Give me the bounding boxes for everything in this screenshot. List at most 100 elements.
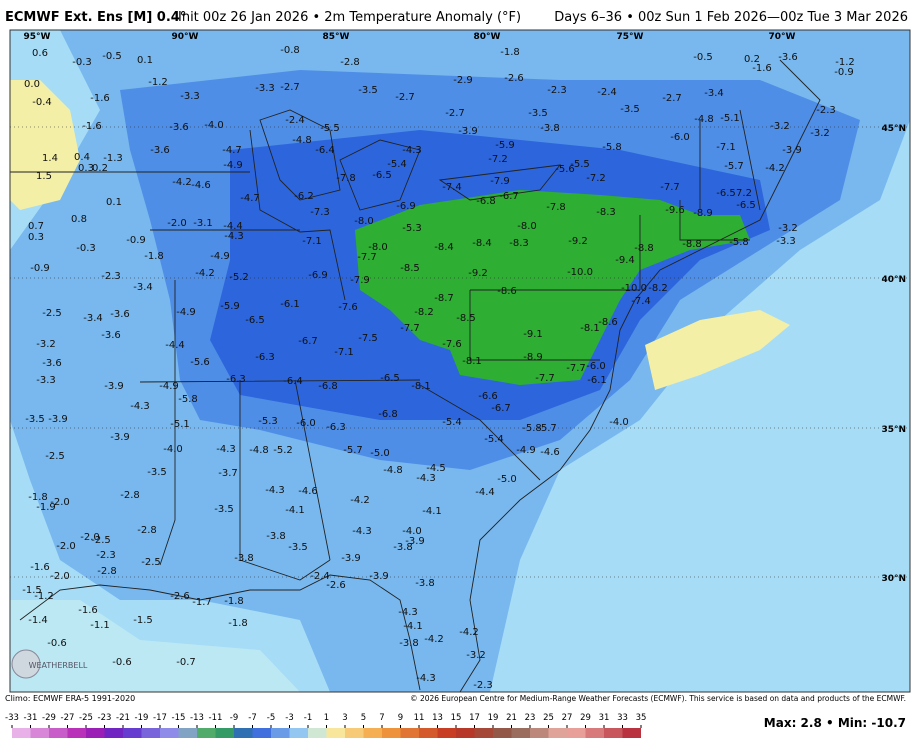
- anomaly-label: -2.3: [547, 85, 567, 96]
- anomaly-label: -6.7: [491, 403, 511, 414]
- anomaly-label: -4.4: [165, 340, 185, 351]
- anomaly-label: -6.1: [280, 299, 300, 310]
- anomaly-label: -3.1: [193, 218, 213, 229]
- anomaly-label: -6.9: [308, 270, 328, 281]
- anomaly-label: -3.5: [528, 108, 548, 119]
- subtitle: Init 00z 26 Jan 2026 • 2m Temperature An…: [178, 10, 521, 25]
- anomaly-label: -7.8: [336, 173, 356, 184]
- anomaly-label: -1.8: [500, 47, 520, 58]
- colorbar-label: 13: [432, 713, 443, 723]
- anomaly-label: -8.0: [368, 242, 388, 253]
- latitude-label: 40°N: [881, 275, 906, 285]
- anomaly-label: -6.8: [318, 381, 338, 392]
- colorbar-cell: [585, 728, 604, 738]
- anomaly-label: -10.0: [621, 283, 647, 294]
- anomaly-label: -8.4: [472, 238, 492, 249]
- colorbar-label: 15: [451, 713, 462, 723]
- field-green: [355, 190, 750, 385]
- anomaly-label: -4.2: [765, 163, 785, 174]
- anomaly-label: -3.6: [101, 330, 121, 341]
- anomaly-label: 0.1: [137, 55, 153, 66]
- anomaly-label: -7.6: [338, 302, 358, 313]
- anomaly-label: -2.5: [42, 308, 62, 319]
- anomaly-label: -4.9: [210, 251, 230, 262]
- anomaly-label: 0.2: [92, 163, 108, 174]
- anomaly-label: -5.8: [602, 142, 622, 153]
- anomaly-label: -8.9: [523, 352, 543, 363]
- colorbar-label: -17: [153, 713, 167, 723]
- anomaly-label: -5.8: [522, 423, 542, 434]
- map-field: [10, 30, 910, 692]
- anomaly-label: -7.7: [535, 373, 555, 384]
- title: ECMWF Ext. Ens [M] 0.4°: [5, 10, 186, 25]
- colorbar-label: 35: [636, 713, 647, 723]
- anomaly-label: -4.9: [159, 381, 179, 392]
- anomaly-label: -3.8: [393, 542, 413, 553]
- anomaly-label: -1.8: [144, 251, 164, 262]
- anomaly-label: 0.2: [744, 54, 760, 65]
- anomaly-label: -1.7: [192, 597, 212, 608]
- colorbar-cell: [197, 728, 216, 738]
- anomaly-label: -3.9: [458, 126, 478, 137]
- anomaly-label: -6.7: [499, 191, 519, 202]
- anomaly-label: -5.1: [720, 113, 740, 124]
- anomaly-label: -5.7: [724, 161, 744, 172]
- colorbar-cell: [326, 728, 345, 738]
- anomaly-label: -4.2: [424, 634, 444, 645]
- anomaly-label: -4.1: [422, 506, 442, 517]
- anomaly-label: -3.5: [358, 85, 378, 96]
- anomaly-label: -8.0: [517, 221, 537, 232]
- colorbar-label: 11: [414, 713, 425, 723]
- colorbar-label: 17: [469, 713, 480, 723]
- anomaly-label: -8.5: [400, 263, 420, 274]
- anomaly-label: -2.8: [340, 57, 360, 68]
- anomaly-label: -9.6: [665, 205, 685, 216]
- colorbar-label: -29: [42, 713, 56, 723]
- anomaly-label: -2.8: [120, 490, 140, 501]
- anomaly-label: -3.6: [169, 122, 189, 133]
- anomaly-label: -4.0: [163, 444, 183, 455]
- anomaly-label: -10.0: [567, 267, 593, 278]
- anomaly-label: -1.6: [78, 605, 98, 616]
- anomaly-label: -0.3: [76, 243, 96, 254]
- anomaly-label: -4.3: [416, 673, 436, 684]
- colorbar-cell: [104, 728, 123, 738]
- anomaly-label: -1.6: [82, 121, 102, 132]
- anomaly-label: -6.9: [396, 201, 416, 212]
- value-labels: 0.6 -0.3 -0.5 0.1 -1.2 -0.8 -2.8 -1.8 -2.9 -2.6 -0…: [22, 45, 855, 691]
- colorbar-cell: [308, 728, 327, 738]
- anomaly-label: -2.6: [170, 591, 190, 602]
- anomaly-label: -6.3: [226, 374, 246, 385]
- climo: Climo: ECMWF ERA-5 1991-2020: [5, 694, 135, 703]
- anomaly-label: -3.5: [214, 504, 234, 515]
- anomaly-label: -1.3: [103, 153, 123, 164]
- anomaly-label: -6.0: [296, 418, 316, 429]
- anomaly-label: -6.7: [298, 336, 318, 347]
- anomaly-label: 7.2: [736, 188, 752, 199]
- anomaly-label: -1.5: [22, 585, 42, 596]
- anomaly-label: -2.0: [167, 218, 187, 229]
- anomaly-label: -4.3: [224, 231, 244, 242]
- logo-globe: [11, 649, 41, 679]
- colorbar-label: 21: [506, 713, 517, 723]
- logo: WEATHERBELL: [11, 649, 88, 679]
- anomaly-label: -3.4: [83, 313, 103, 324]
- anomaly-label: -4.2: [195, 268, 215, 279]
- anomaly-label: -5.5: [570, 159, 590, 170]
- colorbar-cell: [345, 728, 364, 738]
- colorbar-label: 23: [525, 713, 536, 723]
- anomaly-label: -1.2: [835, 57, 855, 68]
- longitude-label: 75°W: [617, 32, 644, 42]
- colorbar-label: 9: [398, 713, 403, 723]
- anomaly-label: -4.4: [223, 221, 243, 232]
- anomaly-label: -7.4: [442, 182, 462, 193]
- anomaly-label: -0.4: [32, 97, 52, 108]
- anomaly-label: 0.8: [71, 214, 87, 225]
- anomaly-label: -6.4: [315, 145, 335, 156]
- anomaly-label: -0.5: [102, 51, 122, 62]
- anomaly-label: -4.6: [540, 447, 560, 458]
- anomaly-label: -5.5: [320, 123, 340, 134]
- anomaly-label: -5.9: [220, 301, 240, 312]
- anomaly-label: 0.7: [28, 221, 44, 232]
- anomaly-label: -2.7: [280, 82, 300, 93]
